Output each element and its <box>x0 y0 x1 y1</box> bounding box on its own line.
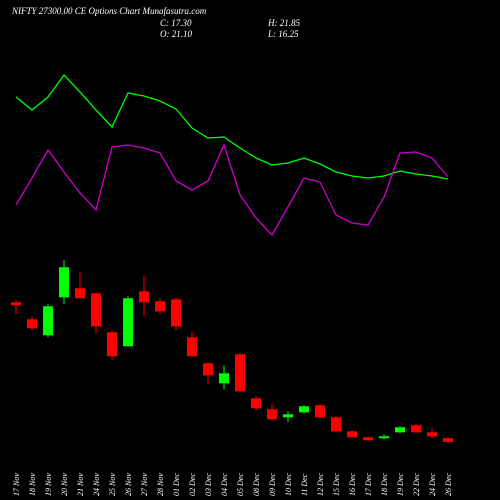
x-tick-label: 17 Dec <box>364 473 373 496</box>
candle-body <box>443 438 453 442</box>
x-tick-label: 26 Nov <box>124 473 133 496</box>
x-tick-label: 21 Nov <box>76 473 85 496</box>
candle-body <box>75 288 85 299</box>
close-label: C: 17.30 <box>160 18 192 28</box>
x-tick-label: 22 Dec <box>412 473 421 496</box>
x-tick-label: 04 Dec <box>220 473 229 496</box>
candle-body <box>155 301 165 312</box>
open-label: O: 21.10 <box>160 29 192 39</box>
candle-body <box>315 405 325 418</box>
x-tick-label: 08 Dec <box>252 473 261 496</box>
x-tick-label: 09 Dec <box>268 473 277 496</box>
candle-body <box>27 319 37 329</box>
indicator-line <box>15 73 449 180</box>
candle-body <box>363 437 373 441</box>
candle-body <box>123 298 133 347</box>
chart-title: NIFTY 27300.00 CE Options Chart Munafasu… <box>11 6 207 16</box>
x-tick-label: 05 Dec <box>236 473 245 496</box>
x-tick-label: 19 Nov <box>44 473 53 496</box>
candle-body <box>267 409 277 420</box>
x-tick-label: 19 Dec <box>396 473 405 496</box>
x-tick-label: 15 Dec <box>332 473 341 496</box>
candle-body <box>251 398 261 409</box>
x-tick-label: 03 Dec <box>204 473 213 496</box>
low-label: L: 16.25 <box>267 29 299 39</box>
x-tick-label: 10 Dec <box>284 473 293 496</box>
x-tick-label: 26 Dec <box>444 473 453 496</box>
candle-body <box>171 299 181 327</box>
candle-body <box>187 337 197 357</box>
candle-body <box>107 332 117 357</box>
x-tick-label: 16 Dec <box>348 473 357 496</box>
x-tick-label: 24 Dec <box>428 473 437 496</box>
indicator-line <box>15 143 449 237</box>
candle-body <box>283 414 293 418</box>
x-tick-label: 17 Nov <box>12 473 21 496</box>
x-tick-label: 02 Dec <box>188 473 197 496</box>
x-tick-label: 11 Dec <box>300 473 309 496</box>
high-label: H: 21.85 <box>267 18 300 28</box>
x-tick-label: 18 Dec <box>380 473 389 496</box>
x-tick-label: 28 Nov <box>156 473 165 496</box>
candle-body <box>203 363 213 376</box>
candle-body <box>427 432 437 437</box>
candle-body <box>91 293 101 327</box>
x-tick-label: 24 Nov <box>92 473 101 496</box>
candle-body <box>299 406 309 413</box>
candle-body <box>139 291 149 303</box>
x-tick-label: 12 Dec <box>316 473 325 496</box>
candle-body <box>11 302 21 306</box>
candle-body <box>347 431 357 438</box>
candle-body <box>331 417 341 432</box>
candle-body <box>379 436 389 439</box>
candle-body <box>59 267 69 298</box>
candle-body <box>219 373 229 384</box>
x-tick-label: 01 Dec <box>172 473 181 496</box>
x-tick-label: 25 Nov <box>108 473 117 496</box>
candle-body <box>395 427 405 433</box>
candle-body <box>235 354 245 392</box>
candle-body <box>411 425 421 433</box>
x-tick-label: 18 Nov <box>28 473 37 496</box>
candle-body <box>43 306 53 336</box>
x-tick-label: 20 Nov <box>60 473 69 496</box>
x-tick-label: 27 Nov <box>140 473 149 496</box>
